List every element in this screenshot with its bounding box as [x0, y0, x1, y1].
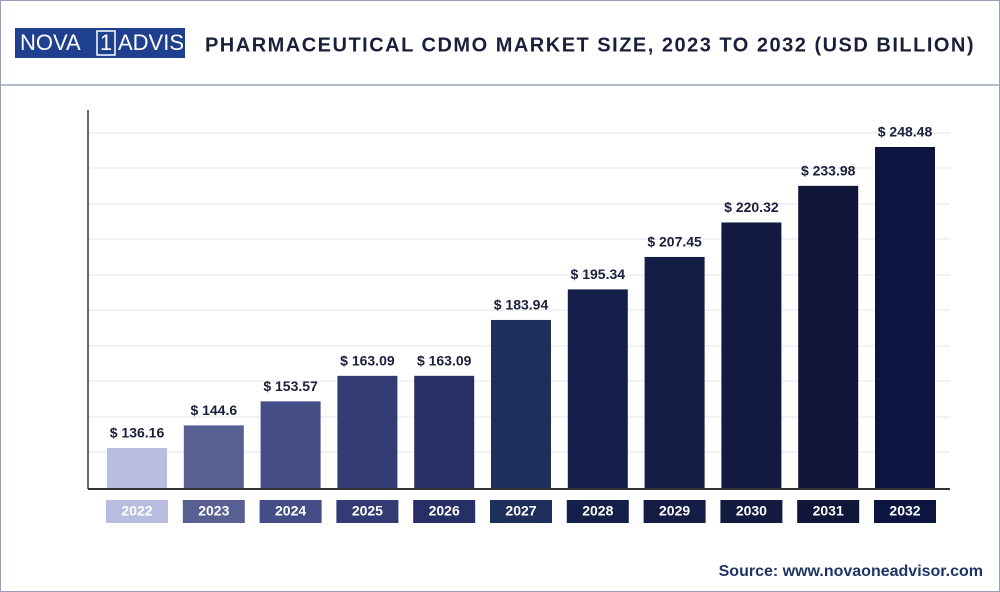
logo-digit-box [96, 30, 116, 56]
bar [875, 147, 935, 488]
value-label: $ 183.94 [494, 297, 549, 313]
bar [183, 425, 244, 488]
bar [798, 185, 859, 488]
value-label: $ 153.57 [263, 378, 318, 394]
x-tick-label: 2025 [352, 503, 383, 519]
value-label: $ 220.32 [724, 199, 779, 215]
category-box [874, 500, 936, 523]
value-label: $ 248.48 [878, 124, 933, 140]
category-box [106, 500, 168, 523]
logo-right: ADVISOR [118, 30, 217, 55]
category-box [182, 500, 245, 523]
bar [337, 375, 398, 488]
value-label: $ 136.16 [110, 425, 165, 441]
x-tick-label: 2022 [121, 503, 152, 519]
x-tick-label: 2028 [582, 503, 613, 519]
category-box [336, 500, 399, 523]
x-tick-label: 2023 [198, 503, 229, 519]
x-tick-label: 2029 [659, 503, 690, 519]
x-tick-label: 2026 [429, 503, 460, 519]
category-box [720, 500, 783, 523]
bar [414, 375, 475, 488]
logo-left: NOVA [20, 30, 81, 55]
category-box [259, 500, 322, 523]
value-label: $ 163.09 [417, 353, 472, 369]
value-label: $ 163.09 [340, 353, 395, 369]
value-label: $ 195.34 [571, 266, 626, 282]
value-label: $ 233.98 [801, 163, 856, 179]
x-tick-label: 2024 [275, 503, 306, 519]
bar [721, 222, 782, 488]
bar [260, 401, 321, 488]
logo-box [15, 28, 185, 58]
category-box [490, 500, 552, 523]
category-box [797, 500, 860, 523]
bar [644, 256, 705, 488]
chart-title: PHARMACEUTICAL CDMO MARKET SIZE, 2023 TO… [205, 34, 975, 56]
value-label: $ 207.45 [647, 234, 702, 250]
category-box [566, 500, 629, 523]
bar [491, 319, 551, 488]
x-tick-label: 2030 [736, 503, 767, 519]
category-box [413, 500, 476, 523]
bar [107, 448, 167, 488]
x-tick-label: 2031 [813, 503, 844, 519]
source: Source: www.novaoneadvisor.com [719, 563, 983, 580]
x-tick-label: 2032 [889, 503, 920, 519]
bar [567, 289, 628, 488]
logo-digit: 1 [100, 30, 112, 55]
value-label: $ 144.6 [190, 402, 237, 418]
x-tick-label: 2027 [505, 503, 536, 519]
category-box [643, 500, 706, 523]
